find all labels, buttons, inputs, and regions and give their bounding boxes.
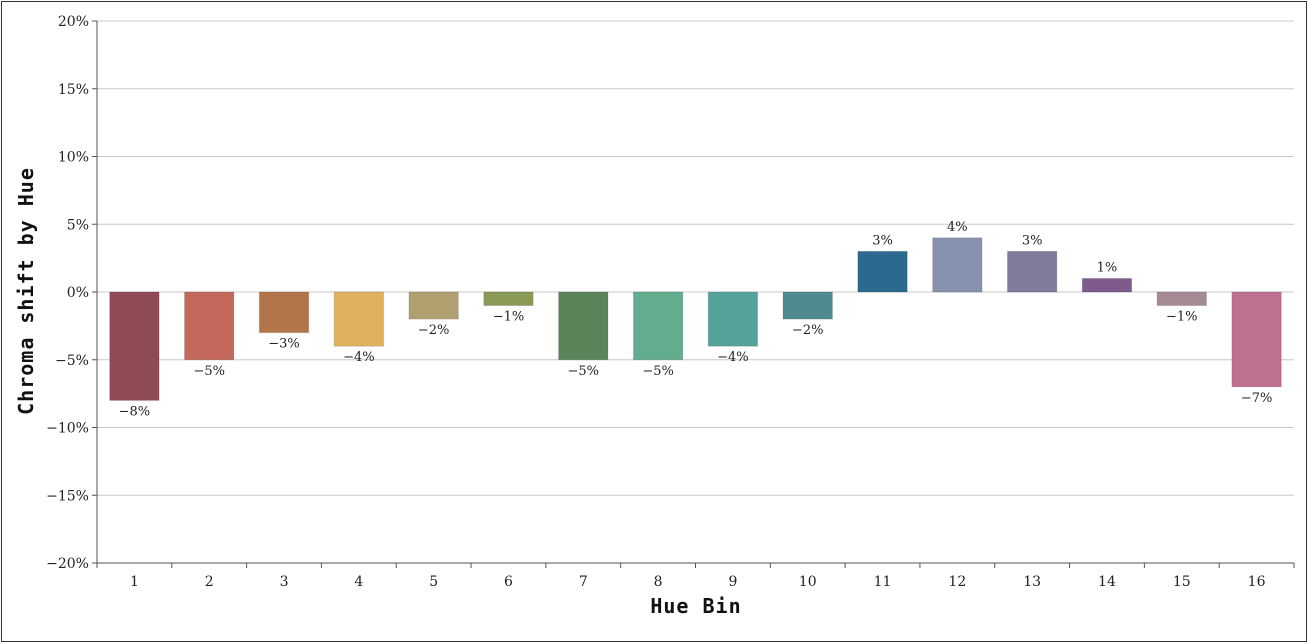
data-label: −5% [568, 364, 600, 379]
bar-hue-bin-1 [109, 291, 160, 401]
x-tick-label: 2 [205, 574, 214, 590]
data-label: −7% [1241, 391, 1273, 406]
data-label: 4% [947, 220, 968, 235]
bar-hue-bin-8 [632, 291, 684, 361]
bar-hue-bin-14 [1081, 277, 1133, 293]
x-axis-title: Hue Bin [650, 594, 741, 618]
y-tick-label: 15% [58, 82, 89, 98]
y-tick-label: 10% [58, 150, 89, 166]
bar-hue-bin-12 [932, 237, 983, 293]
x-tick-label: 5 [429, 574, 438, 590]
x-tick-label: 16 [1248, 574, 1266, 590]
data-label: 3% [1022, 233, 1043, 248]
data-label: −2% [418, 323, 450, 338]
x-tick-label: 14 [1098, 574, 1116, 590]
x-tick-label: 3 [280, 574, 289, 590]
data-label: −8% [119, 404, 151, 419]
bar-hue-bin-11 [857, 250, 908, 293]
bar-hue-bin-15 [1156, 291, 1207, 307]
y-tick-label: 20% [58, 14, 89, 30]
x-tick-label: 13 [1023, 574, 1041, 590]
data-label: −3% [268, 337, 300, 352]
data-label: −1% [1166, 310, 1198, 325]
bar-hue-bin-10 [782, 291, 833, 320]
x-tick-label: 4 [354, 574, 363, 590]
bar-hue-bin-7 [558, 291, 609, 361]
y-tick-label: −10% [46, 421, 89, 437]
x-tick-label: 9 [728, 574, 737, 590]
x-tick-label: 8 [654, 574, 663, 590]
y-tick-label: −5% [55, 353, 89, 369]
data-label: 3% [872, 233, 893, 248]
x-tick-label: 1 [130, 574, 139, 590]
data-label: −4% [343, 350, 375, 365]
y-tick-label: −20% [46, 556, 89, 572]
bar-hue-bin-3 [258, 291, 310, 334]
data-label: −4% [717, 350, 749, 365]
y-tick-label: 0% [67, 285, 89, 301]
data-label: −2% [792, 323, 824, 338]
x-tick-label: 15 [1173, 574, 1191, 590]
data-label: −5% [193, 364, 225, 379]
y-tick-label: −15% [46, 488, 89, 504]
x-tick-label: 6 [504, 574, 513, 590]
x-tick-label: 12 [948, 574, 966, 590]
bar-hue-bin-2 [184, 291, 235, 361]
data-label: 1% [1097, 260, 1118, 275]
bar-hue-bin-4 [333, 291, 385, 347]
x-tick-label: 10 [799, 574, 817, 590]
data-label: −1% [493, 310, 525, 325]
y-axis-title: Chroma shift by Hue [14, 167, 38, 415]
bar-hue-bin-16 [1231, 291, 1282, 388]
bar-hue-bin-9 [707, 291, 759, 347]
x-tick-label: 11 [874, 574, 892, 590]
y-tick-label: 5% [67, 217, 89, 233]
bar-hue-bin-6 [483, 291, 534, 307]
bar-hue-bin-5 [408, 291, 459, 320]
x-tick-label: 7 [579, 574, 588, 590]
bar-hue-bin-13 [1006, 250, 1058, 293]
data-label: −5% [642, 364, 674, 379]
